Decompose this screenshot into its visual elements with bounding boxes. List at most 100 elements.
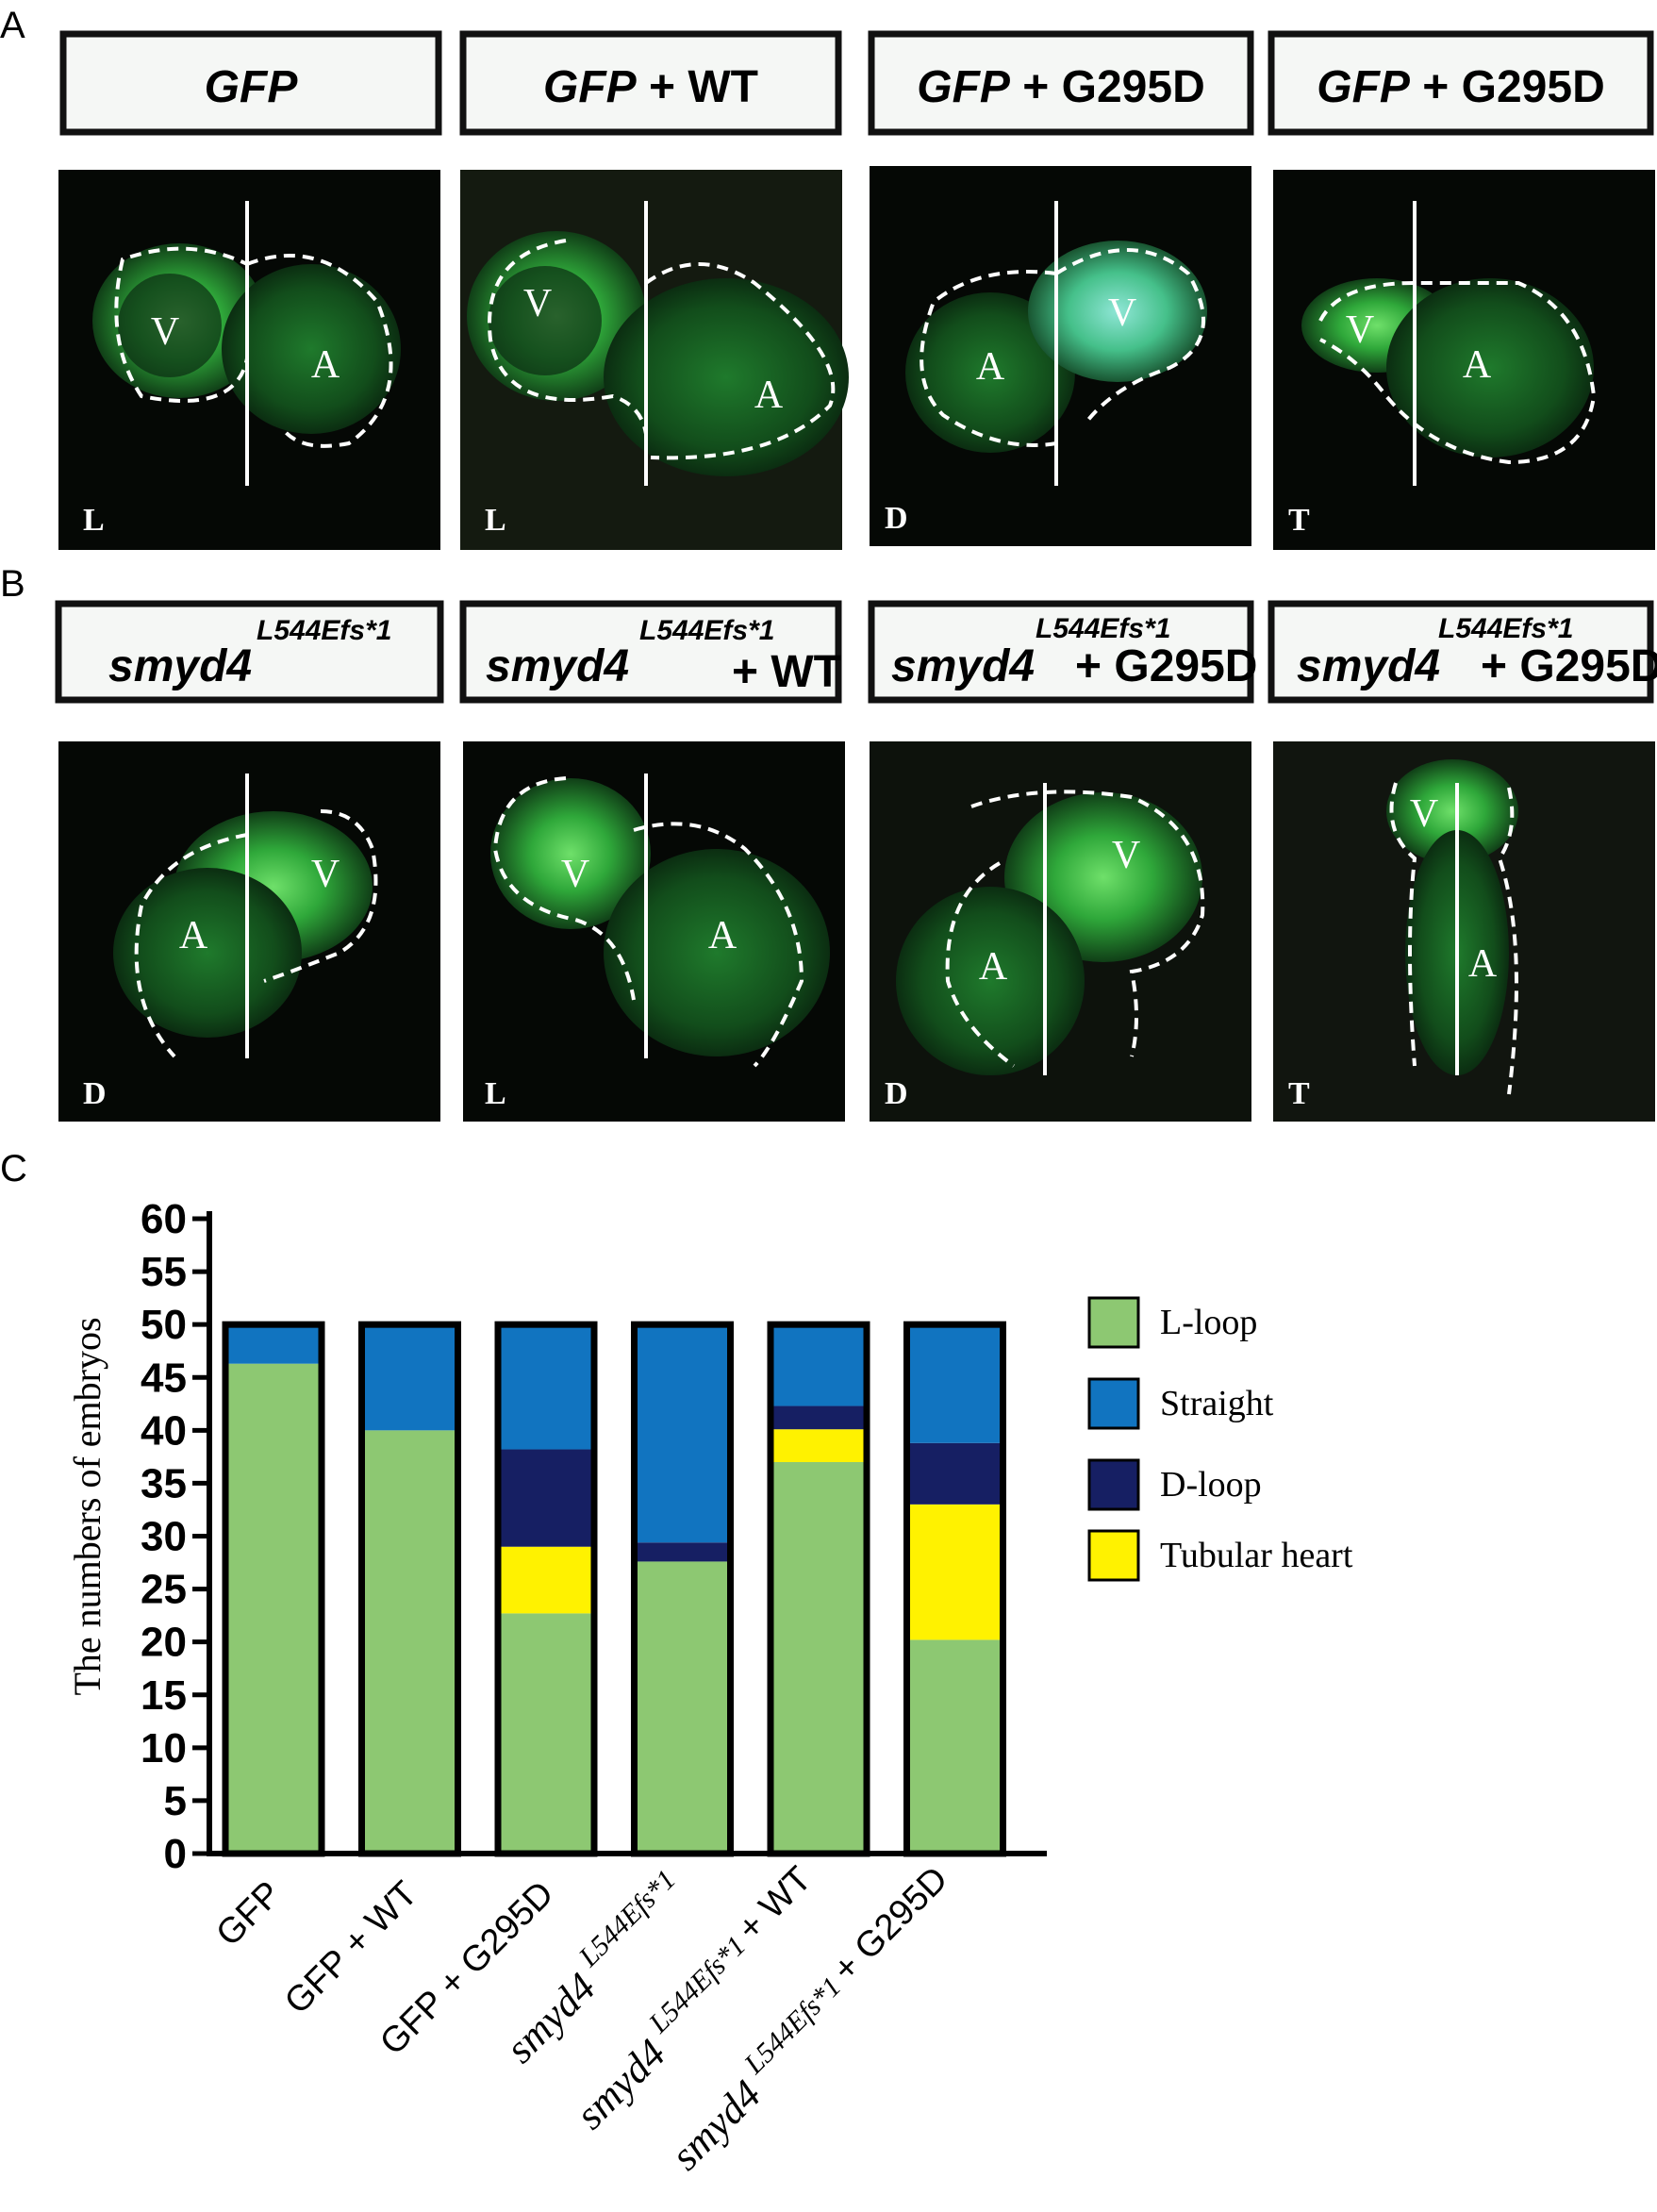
category-gene: smyd4 [497, 1956, 612, 2071]
orientation-label: L [83, 503, 105, 538]
bar-segment-d-loop [634, 1542, 731, 1562]
bar-outline [358, 1321, 461, 1857]
bar-segment-tubular-heart [906, 1504, 1003, 1640]
y-tick-label: 5 [164, 1778, 187, 1824]
header-allele-superscript: L544Efs*1 [639, 615, 774, 646]
header-gene-label: smyd4 [891, 641, 1035, 691]
category-allele: L544Efs*1 [737, 1966, 852, 2080]
orientation-label: D [885, 501, 908, 536]
header-gene-label: GFP [205, 62, 299, 112]
category-gene: smyd4 [662, 2064, 777, 2179]
row-a-header-3: GFP + G295D [868, 30, 1254, 136]
x-category-label: GFP + WT [277, 1874, 425, 2022]
category-allele: L544Efs*1 [642, 1925, 756, 2039]
svg-text:GFP + WT: GFP + WT [277, 1874, 425, 2022]
header-gene-label: GFP [917, 62, 1011, 112]
svg-text:GFP: GFP [205, 62, 299, 112]
chamber-label: A [754, 374, 784, 417]
bar-segment-l-loop [771, 1461, 867, 1854]
legend: L-loop Straight D-loop Tubular heart [1087, 1296, 1353, 1582]
panel-letter-c: C [0, 1148, 27, 1189]
y-tick-label: 60 [141, 1196, 187, 1242]
row-b-image-2: V A L [463, 741, 845, 1122]
bar-segment-l-loop [225, 1363, 322, 1854]
x-category-label: GFP [208, 1874, 289, 1954]
chamber-label: V [1346, 308, 1374, 352]
row-a-header-1: GFP [59, 30, 442, 136]
category-suffix: + WT [730, 1859, 820, 1949]
chamber-label: A [1463, 343, 1492, 387]
bar-outline [222, 1321, 325, 1857]
legend-label: D-loop [1160, 1465, 1262, 1505]
orientation-label: D [83, 1076, 107, 1111]
y-tick-label: 25 [141, 1567, 187, 1613]
chamber-label: V [151, 310, 179, 354]
bar-segment-d-loop [906, 1442, 1003, 1505]
header-gene-label: smyd4 [108, 641, 252, 691]
panel-letter-a: A [0, 5, 25, 46]
chamber-label: A [708, 914, 737, 957]
bar-outline [767, 1321, 870, 1857]
header-suffix: + WT [637, 62, 758, 112]
svg-text:GFP + G295D: GFP + G295D [917, 62, 1204, 112]
category-gene: GFP [208, 1874, 289, 1954]
svg-text:GFP + G295D: GFP + G295D [1317, 62, 1604, 112]
y-tick-label: 50 [141, 1302, 187, 1348]
row-b-image-3: A V D [870, 741, 1251, 1122]
chamber-label: A [979, 945, 1008, 989]
orientation-label: T [1288, 503, 1310, 538]
chamber-label: V [561, 853, 589, 896]
header-suffix: + G295D [1010, 62, 1205, 112]
x-category-label: smyd4 L544Efs*1 + G295D [652, 1859, 971, 2179]
row-b-image-4: V A T [1273, 741, 1655, 1122]
bar-segment-l-loop [906, 1639, 1003, 1854]
header-suffix: + G295D [1410, 62, 1605, 112]
row-b-header-3: smyd4 L544Efs*1 + G295D [868, 600, 1257, 704]
y-tick-label: 15 [141, 1672, 187, 1719]
row-a-image-3: A V D [870, 166, 1251, 546]
orientation-label: D [885, 1076, 908, 1111]
y-tick-label: 45 [141, 1355, 187, 1401]
legend-label: L-loop [1160, 1303, 1257, 1342]
row-a-header-4: GFP + G295D [1268, 30, 1654, 136]
legend-swatch [1087, 1529, 1140, 1582]
bar-segment-straight [906, 1324, 1003, 1443]
bar-segment-d-loop [771, 1405, 867, 1430]
y-tick-label: 35 [141, 1460, 187, 1506]
orientation-label: L [485, 503, 506, 538]
bar-segment-straight [771, 1324, 867, 1406]
bar-segment-tubular-heart [498, 1546, 594, 1614]
chamber-label: A [311, 343, 340, 387]
orientation-label: L [485, 1076, 506, 1111]
y-tick-label: 55 [141, 1249, 187, 1295]
svg-text:GFP + WT: GFP + WT [543, 62, 758, 112]
row-b-image-1: A V D [58, 741, 440, 1122]
y-tick-label: 40 [141, 1407, 187, 1454]
orientation-label: T [1288, 1076, 1310, 1111]
chamber-label: V [1112, 834, 1140, 877]
bar-segment-l-loop [634, 1561, 731, 1854]
y-tick-label: 0 [164, 1831, 187, 1877]
bar-outline [903, 1321, 1006, 1857]
bar-outline [631, 1321, 734, 1857]
header-suffix: + WT [732, 647, 841, 697]
chamber-label: A [179, 914, 208, 957]
header-gene-label: GFP [1317, 62, 1411, 112]
header-allele-superscript: L544Efs*1 [1438, 613, 1573, 644]
bar-segment-l-loop [498, 1613, 594, 1854]
y-tick-label: 20 [141, 1620, 187, 1666]
legend-swatch [1087, 1458, 1140, 1511]
y-tick-label: 10 [141, 1725, 187, 1771]
y-axis-label: The numbers of embryos [66, 1317, 108, 1695]
row-b-header-1: smyd4 L544Efs*1 [55, 600, 444, 704]
svg-text:smyd4 L544Efs*1 + G295D: smyd4 L544Efs*1 + G295D [652, 1859, 971, 2179]
panel-letter-b: B [0, 563, 25, 605]
svg-text:GFP: GFP [208, 1874, 289, 1954]
header-gene-label: smyd4 [1297, 641, 1440, 691]
row-a-image-2: V A L [460, 170, 849, 550]
category-suffix: + WT [329, 1874, 425, 1971]
chamber-label: V [311, 853, 340, 896]
header-suffix: + G295D [1075, 641, 1257, 691]
